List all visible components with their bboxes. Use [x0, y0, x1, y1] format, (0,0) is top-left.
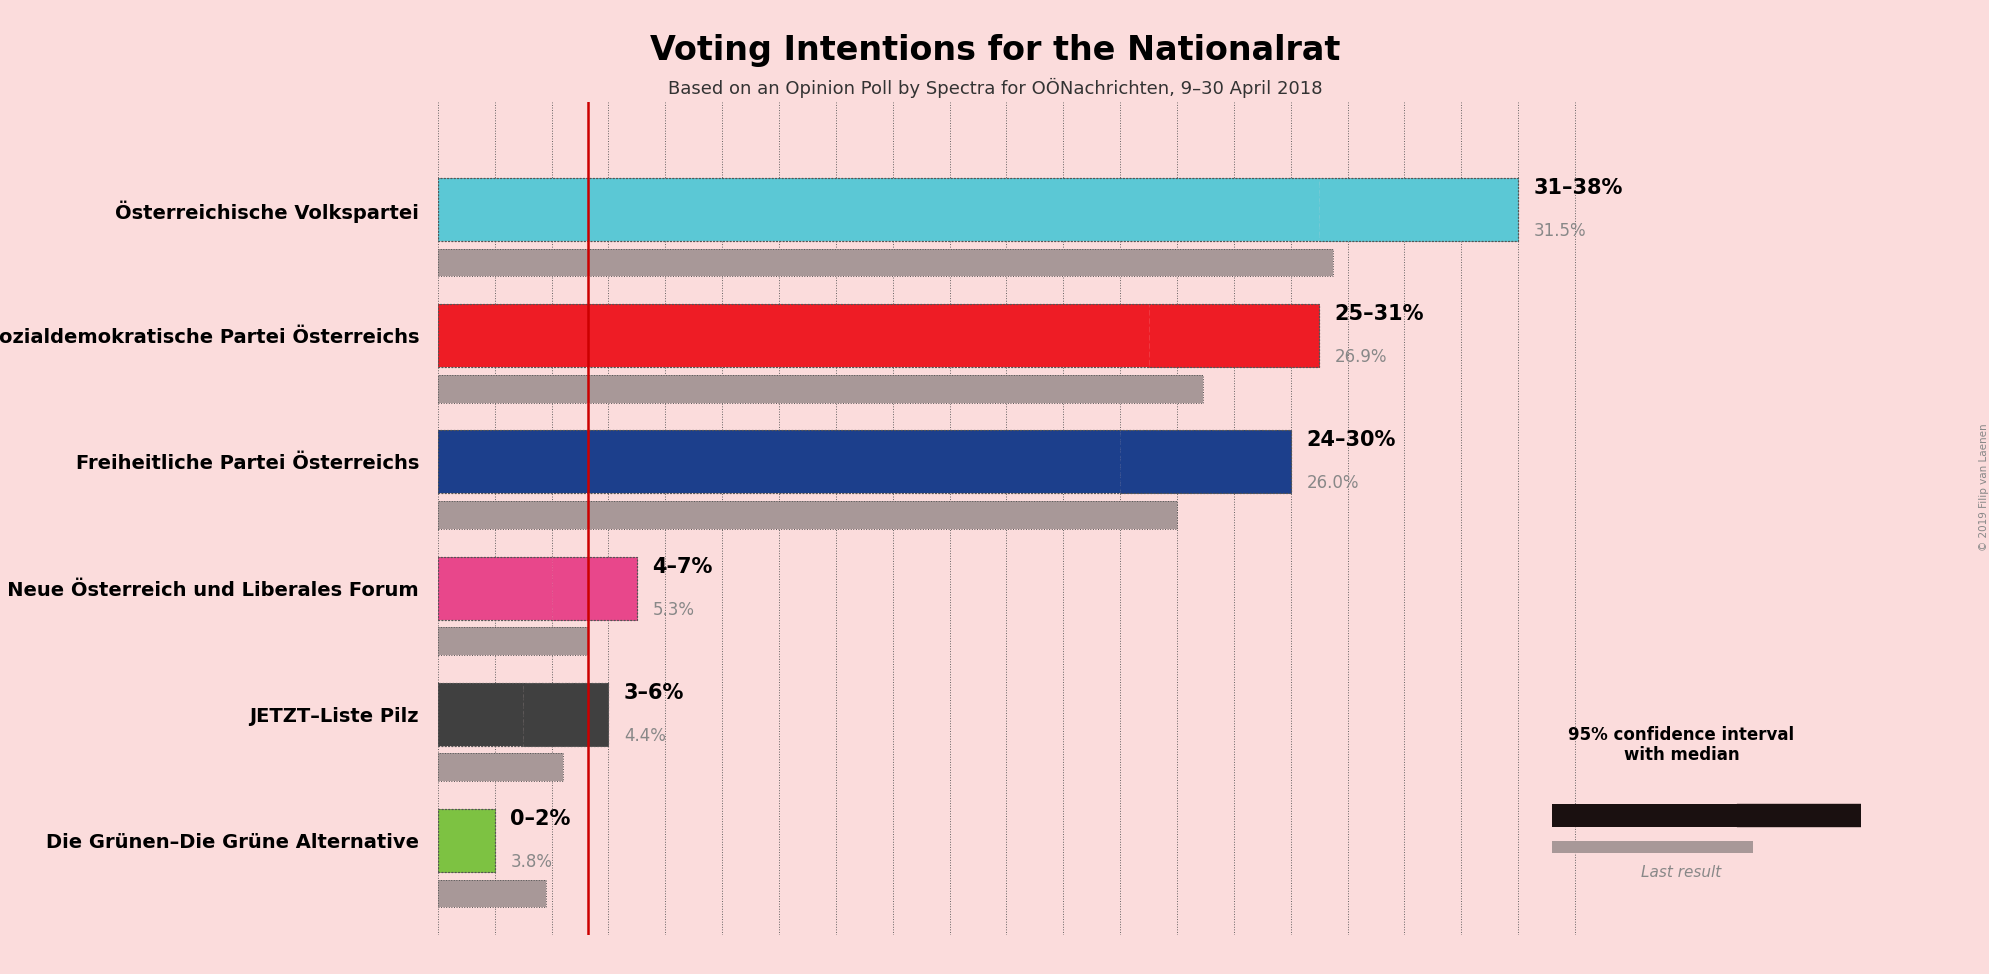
- Text: © 2019 Filip van Laenen: © 2019 Filip van Laenen: [1977, 423, 1989, 551]
- Text: 24–30%: 24–30%: [1305, 431, 1394, 450]
- Text: Last result: Last result: [1641, 865, 1720, 880]
- Text: 25–31%: 25–31%: [1335, 304, 1424, 324]
- Bar: [438, 808, 495, 872]
- Bar: [1120, 431, 1291, 494]
- Bar: [438, 431, 1291, 494]
- Bar: [438, 178, 1518, 242]
- Bar: [438, 501, 1175, 529]
- Bar: [1319, 178, 1518, 242]
- Bar: [1551, 842, 1752, 853]
- Bar: [1736, 804, 1860, 827]
- Bar: [438, 375, 1201, 402]
- Bar: [438, 683, 523, 746]
- Bar: [523, 683, 609, 746]
- Text: 95% confidence interval
with median: 95% confidence interval with median: [1567, 726, 1794, 765]
- Text: 4.4%: 4.4%: [625, 727, 666, 745]
- Bar: [438, 880, 545, 908]
- Bar: [438, 178, 1319, 242]
- Bar: [438, 683, 609, 746]
- Text: 31–38%: 31–38%: [1534, 178, 1623, 198]
- Bar: [438, 248, 1333, 277]
- Bar: [438, 627, 589, 655]
- Text: 3.8%: 3.8%: [509, 853, 553, 871]
- Bar: [438, 808, 495, 872]
- Bar: [1319, 178, 1518, 242]
- Bar: [438, 753, 563, 781]
- Bar: [438, 304, 1148, 367]
- Bar: [438, 501, 1175, 529]
- Text: Based on an Opinion Poll by Spectra for OÖNachrichten, 9–30 April 2018: Based on an Opinion Poll by Spectra for …: [668, 78, 1321, 98]
- Bar: [438, 753, 563, 781]
- Bar: [438, 556, 636, 619]
- Bar: [438, 304, 1319, 367]
- Bar: [438, 556, 551, 619]
- Bar: [551, 556, 636, 619]
- Text: 4–7%: 4–7%: [652, 556, 712, 577]
- Text: 3–6%: 3–6%: [625, 683, 684, 703]
- Text: 5.3%: 5.3%: [652, 601, 694, 618]
- Bar: [1148, 304, 1319, 367]
- Text: Voting Intentions for the Nationalrat: Voting Intentions for the Nationalrat: [650, 34, 1339, 67]
- Bar: [1148, 304, 1319, 367]
- Text: 26.9%: 26.9%: [1335, 348, 1386, 366]
- Bar: [1736, 804, 1860, 827]
- Bar: [438, 431, 1120, 494]
- Bar: [438, 880, 545, 908]
- Bar: [438, 808, 495, 872]
- Text: 0–2%: 0–2%: [509, 809, 571, 829]
- Bar: [438, 627, 589, 655]
- Bar: [438, 248, 1333, 277]
- Text: 26.0%: 26.0%: [1305, 474, 1358, 492]
- Text: 31.5%: 31.5%: [1534, 222, 1585, 240]
- Bar: [523, 683, 609, 746]
- Bar: [438, 375, 1201, 402]
- Bar: [551, 556, 636, 619]
- Bar: [1551, 804, 1736, 827]
- Bar: [1120, 431, 1291, 494]
